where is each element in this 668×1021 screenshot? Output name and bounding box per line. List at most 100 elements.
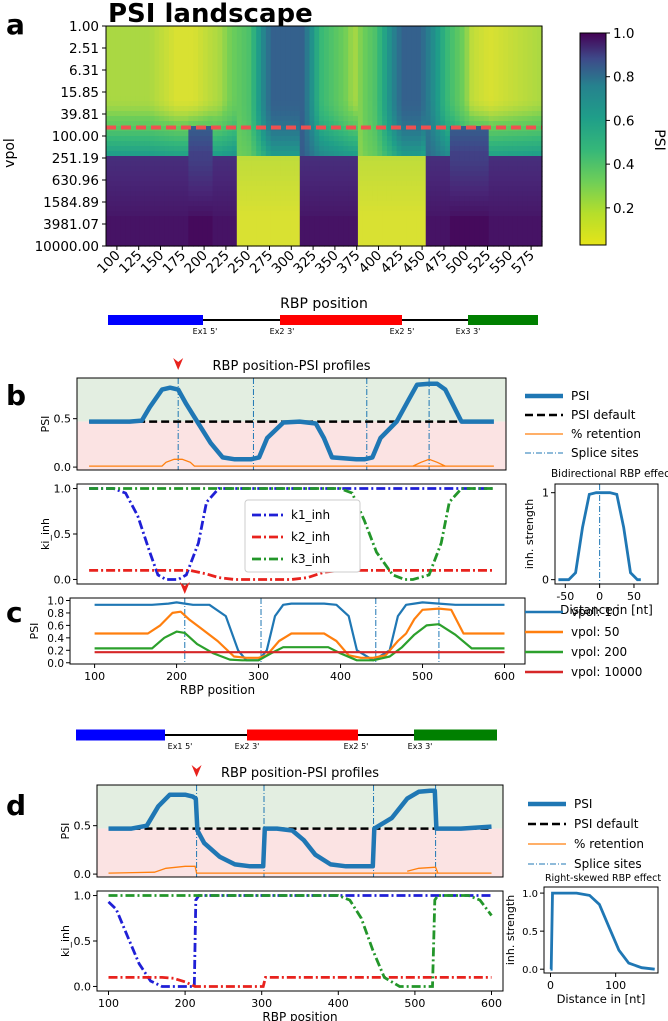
heatmap-cell [338, 106, 344, 112]
heatmap-cell [382, 166, 388, 172]
heatmap-cell [517, 26, 524, 32]
heatmap-cell [324, 206, 330, 212]
heatmap-cell [440, 191, 446, 197]
heatmap-cell [212, 116, 219, 122]
heatmap-cell [348, 181, 354, 187]
heatmap-cell [309, 146, 315, 152]
heatmap-cell [227, 206, 233, 212]
heatmap-cell [449, 106, 456, 112]
heatmap-cell [178, 121, 185, 127]
heatmap-cell [435, 76, 441, 82]
heatmap-cell [256, 91, 262, 97]
heatmap-cell [377, 41, 383, 47]
heatmap-cell [377, 51, 383, 57]
heatmap-cell [386, 96, 393, 102]
heatmap-cell [469, 86, 475, 92]
heatmap-cell [503, 156, 509, 162]
heatmap-cell [144, 101, 151, 107]
heatmap-cell [207, 186, 214, 192]
heatmap-cell [401, 226, 407, 232]
heatmap-cell [333, 216, 340, 222]
heatmap-cell [290, 191, 296, 197]
heatmap-cell [222, 86, 228, 92]
heatmap-cell [425, 186, 432, 192]
heatmap-cell [454, 191, 461, 197]
colorbar-tick-label: 0.2 [613, 201, 634, 217]
heatmap-cell [270, 66, 277, 72]
heatmap-cell [324, 66, 330, 72]
heatmap-cell [275, 141, 281, 147]
heatmap-cell [391, 56, 398, 62]
heatmap-cell [532, 181, 538, 187]
heatmap-cell [522, 226, 529, 232]
heatmap-cell [144, 206, 151, 212]
heatmap-cell [222, 136, 228, 142]
heatmap-cell [130, 76, 136, 82]
heatmap-cell [449, 46, 456, 52]
heatmap-cell [304, 176, 311, 182]
heatmap-cell [488, 46, 495, 52]
heatmap-cell [377, 166, 383, 172]
heatmap-cell [469, 136, 475, 142]
heatmap-cell [386, 41, 393, 47]
heatmap-cell [357, 91, 364, 97]
heatmap-cell [416, 81, 422, 87]
heatmap-cell [348, 231, 354, 237]
heatmap-cell [178, 196, 185, 202]
heatmap-cell [198, 231, 204, 237]
heatmap-cell [503, 161, 509, 167]
heatmap-cell [386, 66, 393, 72]
heatmap-cell [372, 241, 378, 247]
heatmap-cell [367, 226, 374, 232]
heatmap-cell [110, 26, 117, 32]
series-k3-inh [108, 894, 493, 988]
heatmap-cell [314, 151, 320, 157]
heatmap-cell [386, 131, 393, 137]
heatmap-cell [445, 51, 451, 57]
heatmap-cell [445, 106, 451, 112]
heatmap-cell [479, 191, 485, 197]
heatmap-cell [120, 106, 126, 112]
heatmap-cell [173, 201, 180, 207]
heatmap-cell [512, 46, 519, 52]
heatmap-cell [435, 226, 441, 232]
heatmap-cell [512, 156, 519, 162]
legend-label: k3_inh [291, 552, 330, 566]
heatmap-cell [222, 26, 228, 32]
heatmap-cell [173, 31, 180, 37]
heatmap-cell [454, 131, 461, 137]
heatmap-cell [202, 76, 209, 82]
heatmap-cell [357, 201, 364, 207]
heatmap-cell [391, 191, 398, 197]
heatmap-cell [280, 101, 286, 107]
heatmap-cell [464, 221, 470, 227]
heatmap-cell [217, 26, 223, 32]
heatmap-cell [338, 136, 344, 142]
heatmap-cell [198, 131, 204, 137]
heatmap-cell [430, 76, 437, 82]
heatmap-cell [377, 136, 383, 142]
heatmap-cell [154, 191, 160, 197]
heatmap-cell [372, 31, 378, 37]
heatmap-cell [280, 26, 286, 32]
heatmap-cell [207, 171, 214, 177]
heatmap-cell [241, 41, 248, 47]
heatmap-cell [130, 61, 136, 67]
gene-label: Ex2 5' [390, 327, 415, 336]
heatmap-cell [406, 196, 412, 202]
inh-ylabel: inh. strength [523, 499, 536, 569]
heatmap-cell [251, 221, 257, 227]
heatmap-cell [454, 206, 461, 212]
heatmap-cell [280, 56, 286, 62]
heatmap-cell [173, 151, 180, 157]
heatmap-cell [256, 236, 262, 242]
heatmap-cell [532, 176, 538, 182]
heatmap-cell [338, 36, 344, 42]
heatmap-cell [173, 101, 180, 107]
heatmap-cell [275, 206, 281, 212]
heatmap-cell [120, 241, 126, 247]
heatmap-cell [231, 161, 238, 167]
heatmap-cell [309, 51, 315, 57]
heatmap-cell [498, 106, 504, 112]
heatmap-cell [474, 101, 480, 107]
